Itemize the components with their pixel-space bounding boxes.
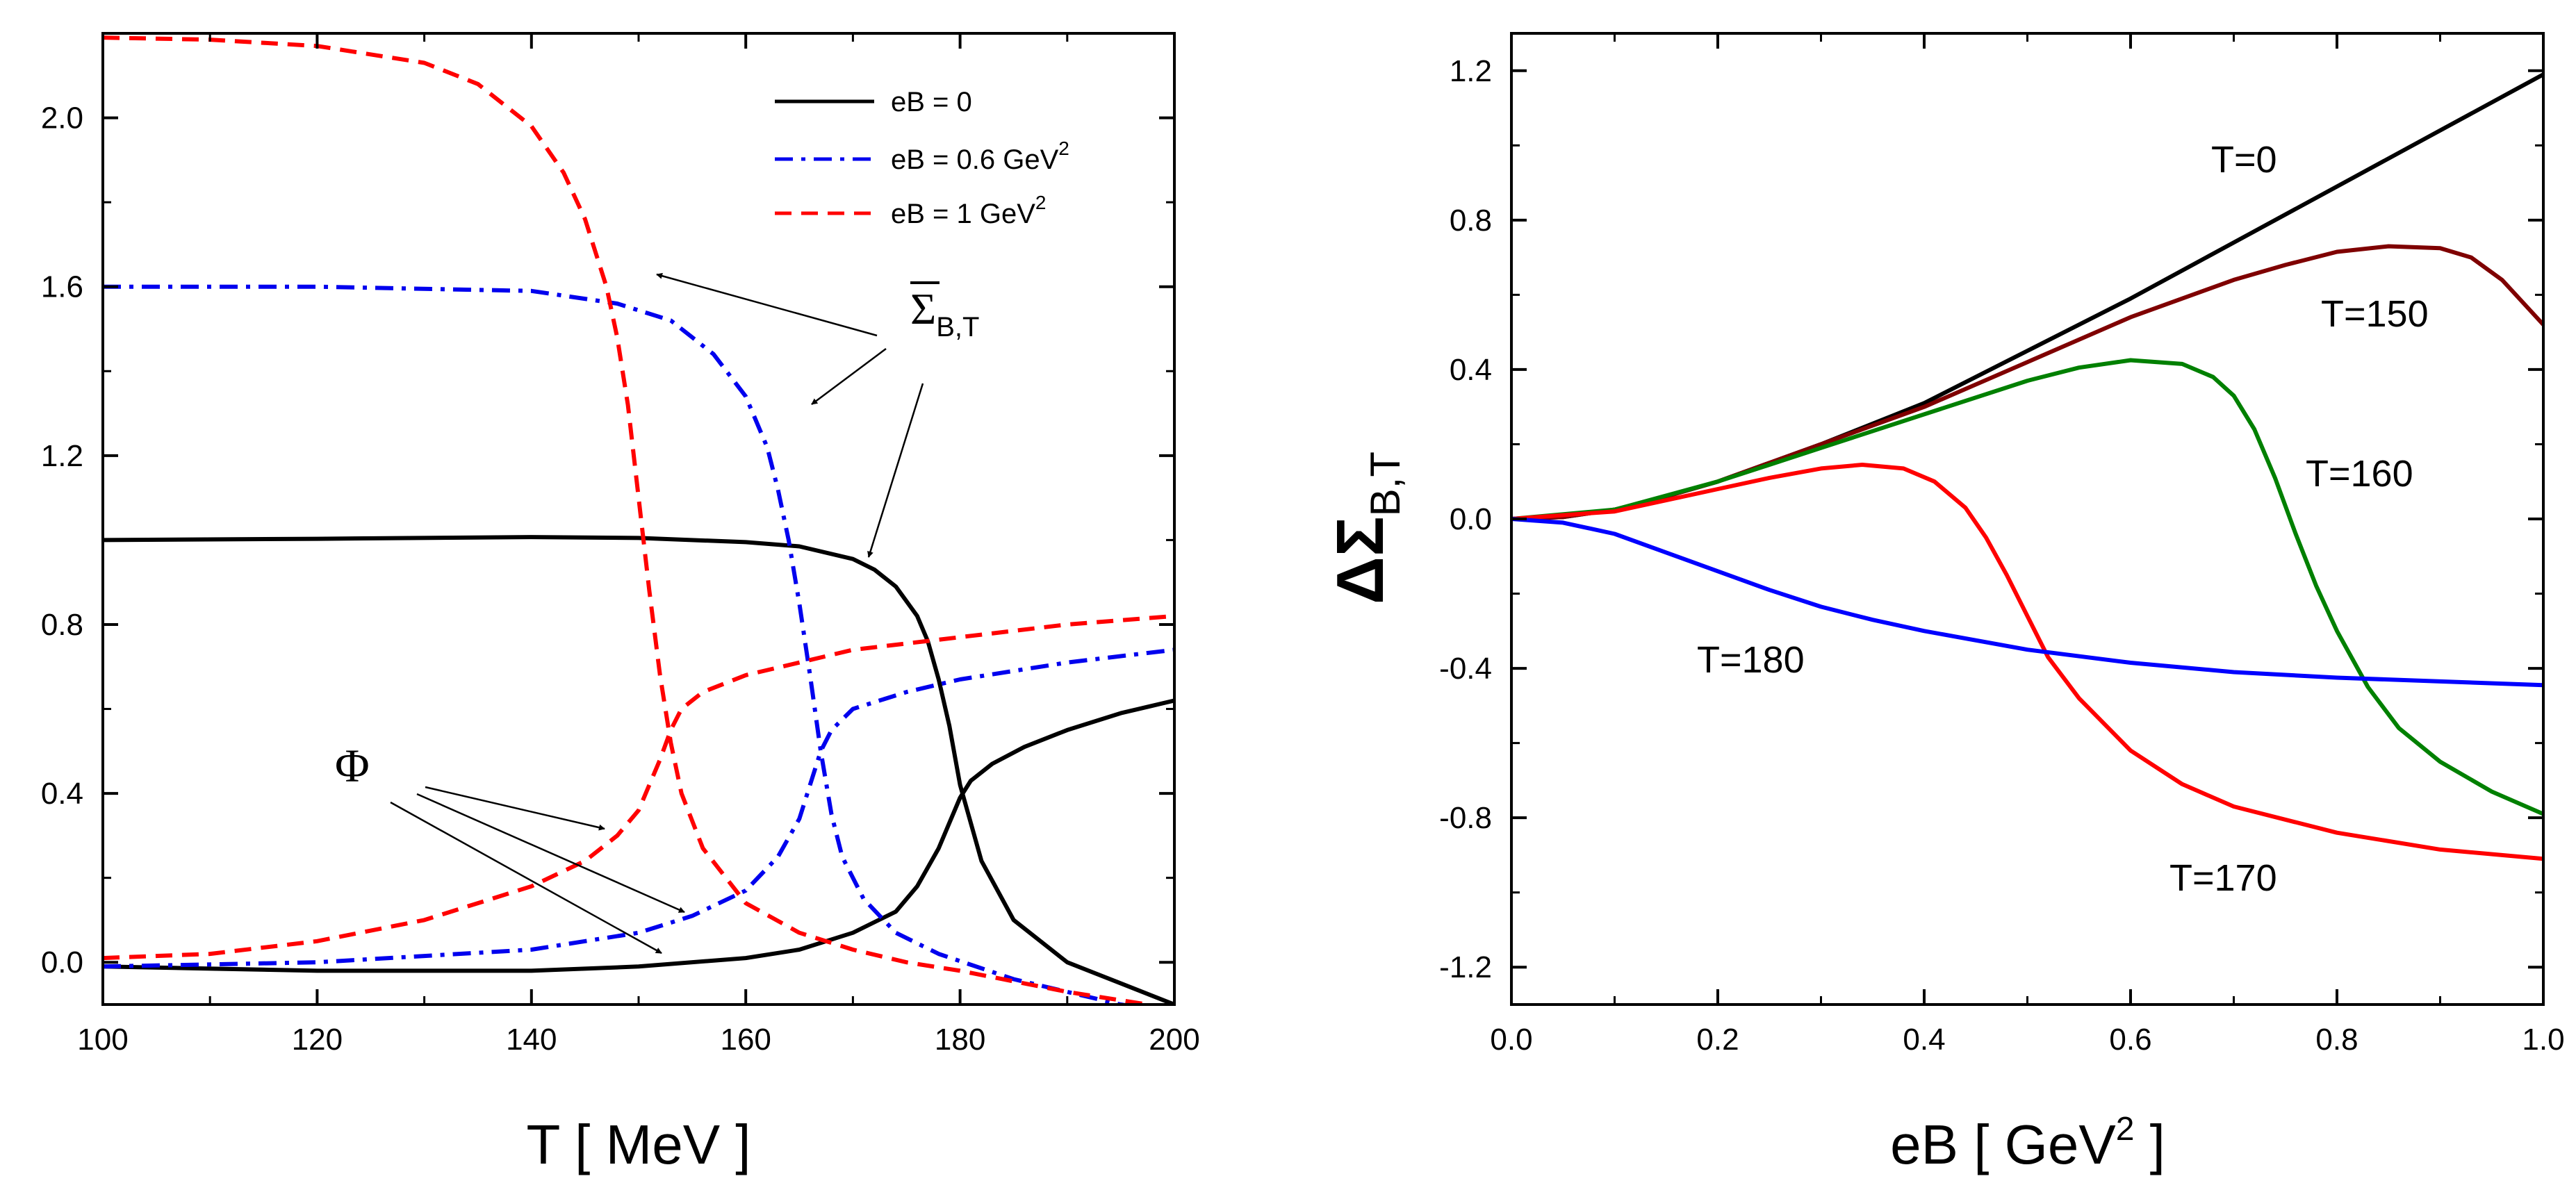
left-x-tick-label: 120	[292, 1023, 343, 1057]
legend-item-eb-0-6: eB = 0.6 GeV2	[775, 138, 1069, 175]
sigma-arrow-red	[656, 272, 878, 337]
right-y-axis-title: ΔΣB,T	[1323, 452, 1409, 604]
label-t180: T=180	[1697, 639, 1805, 681]
left-legend: eB = 0 eB = 0.6 GeV2 eB = 1 GeV2	[775, 87, 1069, 229]
right-y-tick-label: -0.4	[1439, 652, 1492, 686]
right-x-axis-title-text: eB [ GeV	[1890, 1114, 2116, 1175]
right-plot-frame	[1510, 32, 2545, 1006]
right-y-tick-label: 1.2	[1450, 54, 1492, 88]
right-y-tick-label: 0.4	[1450, 353, 1492, 387]
legend-label-eb-1: eB = 1 GeV2	[891, 192, 1047, 229]
legend-label-eb-0: eB = 0	[891, 87, 972, 117]
sigma-arrow-blue	[811, 347, 887, 406]
right-y-tick-label: -1.2	[1439, 950, 1492, 984]
left-series-eb-0-phi-line	[103, 698, 1174, 973]
phi-arrow-red	[425, 786, 605, 831]
left-y-tick-label: 1.6	[41, 270, 83, 304]
left-x-axis-title: T [ MeV ]	[526, 1114, 750, 1175]
legend-label-eb-0-6-text: eB = 0.6 GeV	[891, 144, 1059, 175]
phi-label: Φ	[335, 739, 370, 792]
right-axis-ticks: 0.0 0.2 0.4 0.6 0.8 1.0 -1.2 -0.8 -0.4 0.0 0.4 0.8 1…	[1439, 33, 2565, 1057]
sigma-arrow-black	[867, 383, 924, 558]
left-x-tick-label: 180	[935, 1023, 985, 1057]
label-t170: T=170	[2169, 857, 2277, 899]
legend-label-eb-1-text: eB = 1 GeV	[891, 199, 1035, 229]
left-series-eb-0-6-gev-sigma-line	[103, 284, 1135, 1005]
phi-annotation: Φ	[335, 739, 685, 955]
left-y-tick-label: 1.2	[41, 439, 83, 473]
right-y-axis-title-main: ΔΣ	[1323, 516, 1397, 604]
right-y-tick-label: 0.8	[1450, 204, 1492, 238]
left-x-tick-label: 100	[77, 1023, 128, 1057]
label-t160: T=160	[2306, 453, 2413, 495]
legend-label-eb-0-6-sup: 2	[1058, 138, 1069, 159]
left-series-eb-0-6-gev-phi-line	[103, 647, 1174, 969]
right-x-tick-label: 1.0	[2522, 1023, 2564, 1057]
sigma-symbol: Σ	[910, 284, 936, 333]
legend-item-eb-1: eB = 1 GeV2	[775, 192, 1047, 229]
right-x-axis-title-end: ]	[2134, 1114, 2165, 1175]
right-y-axis-title-sub: B,T	[1362, 452, 1409, 516]
label-t150: T=150	[2321, 293, 2429, 335]
right-y-tick-label: -0.8	[1439, 801, 1492, 835]
right-series-t-170-line	[1511, 463, 2543, 861]
label-t0: T=0	[2211, 139, 2277, 181]
left-x-tick-label: 200	[1149, 1023, 1199, 1057]
right-series-t-180-line	[1511, 517, 2543, 688]
right-x-tick-label: 0.6	[2109, 1023, 2151, 1057]
right-chart: 0.0 0.2 0.4 0.6 0.8 1.0 -1.2 -0.8 -0.4 0.0 0.4 0.8 1…	[1323, 32, 2565, 1175]
left-x-tick-label: 160	[720, 1023, 771, 1057]
phi-arrow-blue	[416, 793, 685, 914]
legend-label-eb-0-6: eB = 0.6 GeV2	[891, 138, 1069, 175]
left-y-tick-label: 2.0	[41, 101, 83, 135]
right-x-axis-title: eB [ GeV2 ]	[1890, 1111, 2165, 1175]
left-y-tick-label: 0.8	[41, 608, 83, 642]
legend-item-eb-0: eB = 0	[775, 87, 972, 117]
right-x-tick-label: 0.8	[2315, 1023, 2358, 1057]
legend-label-eb-1-sup: 2	[1035, 192, 1047, 213]
right-x-tick-label: 0.0	[1490, 1023, 1532, 1057]
left-series-eb-1-gev-sigma-line	[103, 35, 1161, 1005]
phi-arrow-black	[390, 801, 662, 955]
sigma-subscript: B,T	[936, 312, 979, 342]
left-plot-lines	[103, 35, 1174, 1005]
left-y-tick-label: 0.0	[41, 945, 83, 980]
right-x-tick-label: 0.4	[1903, 1023, 1945, 1057]
right-plot-lines	[1511, 72, 2543, 861]
right-y-tick-label: 0.0	[1450, 502, 1492, 536]
sigma-annotation-label: ΣB,T	[910, 284, 979, 342]
left-series-eb-1-gev-phi-line	[103, 613, 1174, 961]
left-x-tick-label: 140	[506, 1023, 557, 1057]
right-series-t-160-line	[1511, 358, 2543, 816]
left-y-tick-label: 0.4	[41, 777, 83, 811]
left-plot-frame	[101, 32, 1176, 1006]
left-axis-ticks: 100 120 140 160 180 200 0.0 0.4 0.8 1.2 1.6 2.0	[41, 32, 1200, 1057]
left-chart: 100 120 140 160 180 200 0.0 0.4 0.8 1.2 1.6 2.0 T […	[41, 32, 1200, 1175]
sigma-annotation: ΣB,T	[656, 272, 979, 558]
left-series-eb-0-sigma-line	[103, 535, 1174, 1005]
right-x-axis-title-sup: 2	[2116, 1111, 2135, 1148]
right-x-tick-label: 0.2	[1696, 1023, 1739, 1057]
